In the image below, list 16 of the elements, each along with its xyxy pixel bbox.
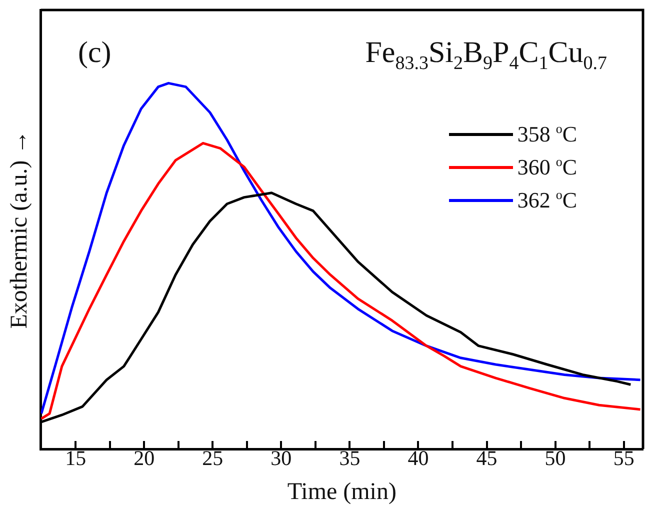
x-tick-label: 30 xyxy=(270,446,292,470)
legend-label: 360 $^{o}$C xyxy=(517,154,577,181)
text: (c) xyxy=(78,36,112,70)
x-tick-label: 40 xyxy=(408,446,429,470)
chart-title: Fe$_{83.3}$Si$_{2}$B$_{9}$P$_{4}$C$_{1}$Cu$_{0.7}$ xyxy=(365,36,607,74)
x-tick-label: 20 xyxy=(134,446,155,470)
legend-label: 358 $^{o}$C xyxy=(517,121,577,148)
y-axis-title: Exothermic (a.u.) → xyxy=(6,130,33,329)
x-tick-label: 45 xyxy=(476,446,498,470)
x-tick-label: 35 xyxy=(339,446,360,470)
x-axis-title: Time (min) xyxy=(287,478,396,505)
x-tick-label: 50 xyxy=(544,446,566,470)
legend-label: 362 $^{o}$C xyxy=(517,187,577,214)
x-tick-label: 25 xyxy=(202,446,224,470)
x-tick-label: 15 xyxy=(65,446,86,470)
x-tick-label: 55 xyxy=(613,446,634,470)
